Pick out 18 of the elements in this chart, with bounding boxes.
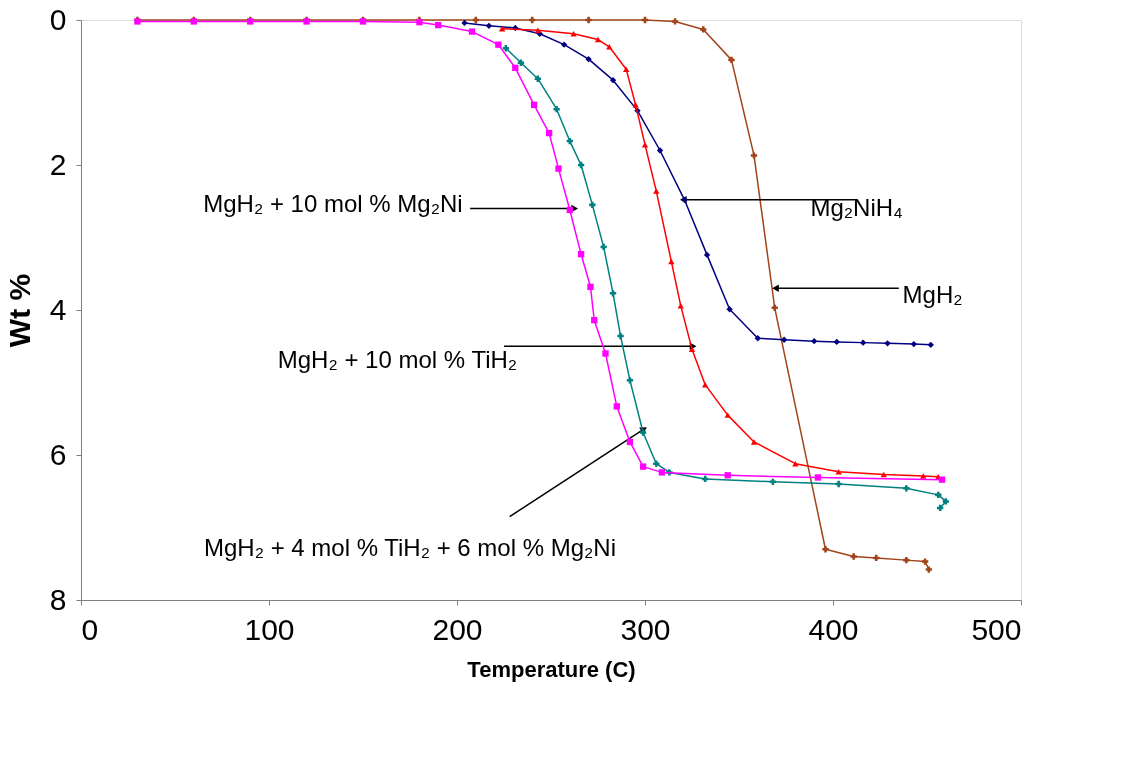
annotation: MgH₂ [902,280,963,308]
annotation: MgH₂ + 10 mol % Mg₂Ni [203,189,463,217]
y-tick-label: 0 [49,2,67,36]
y-axis-title: Wt % [2,273,36,348]
y-tick-label: 2 [49,147,67,181]
x-tick-label: 500 [971,612,1022,646]
annotation: Mg₂NiH₄ [810,193,903,221]
y-tick-label: 6 [49,437,67,471]
x-tick-label: 300 [620,612,671,646]
annotation: MgH₂ + 4 mol % TiH₂ + 6 mol % Mg₂Ni [203,534,617,562]
x-tick-label: 200 [432,612,483,646]
x-tick-label: 400 [808,612,859,646]
x-tick-label: 100 [244,612,295,646]
y-tick-label: 4 [49,292,67,326]
x-axis-title: Temperature (C) [467,656,636,682]
y-tick-label: 8 [49,582,67,616]
annotation: MgH₂ + 10 mol % TiH₂ [277,345,518,373]
x-tick-label: 0 [81,612,99,646]
